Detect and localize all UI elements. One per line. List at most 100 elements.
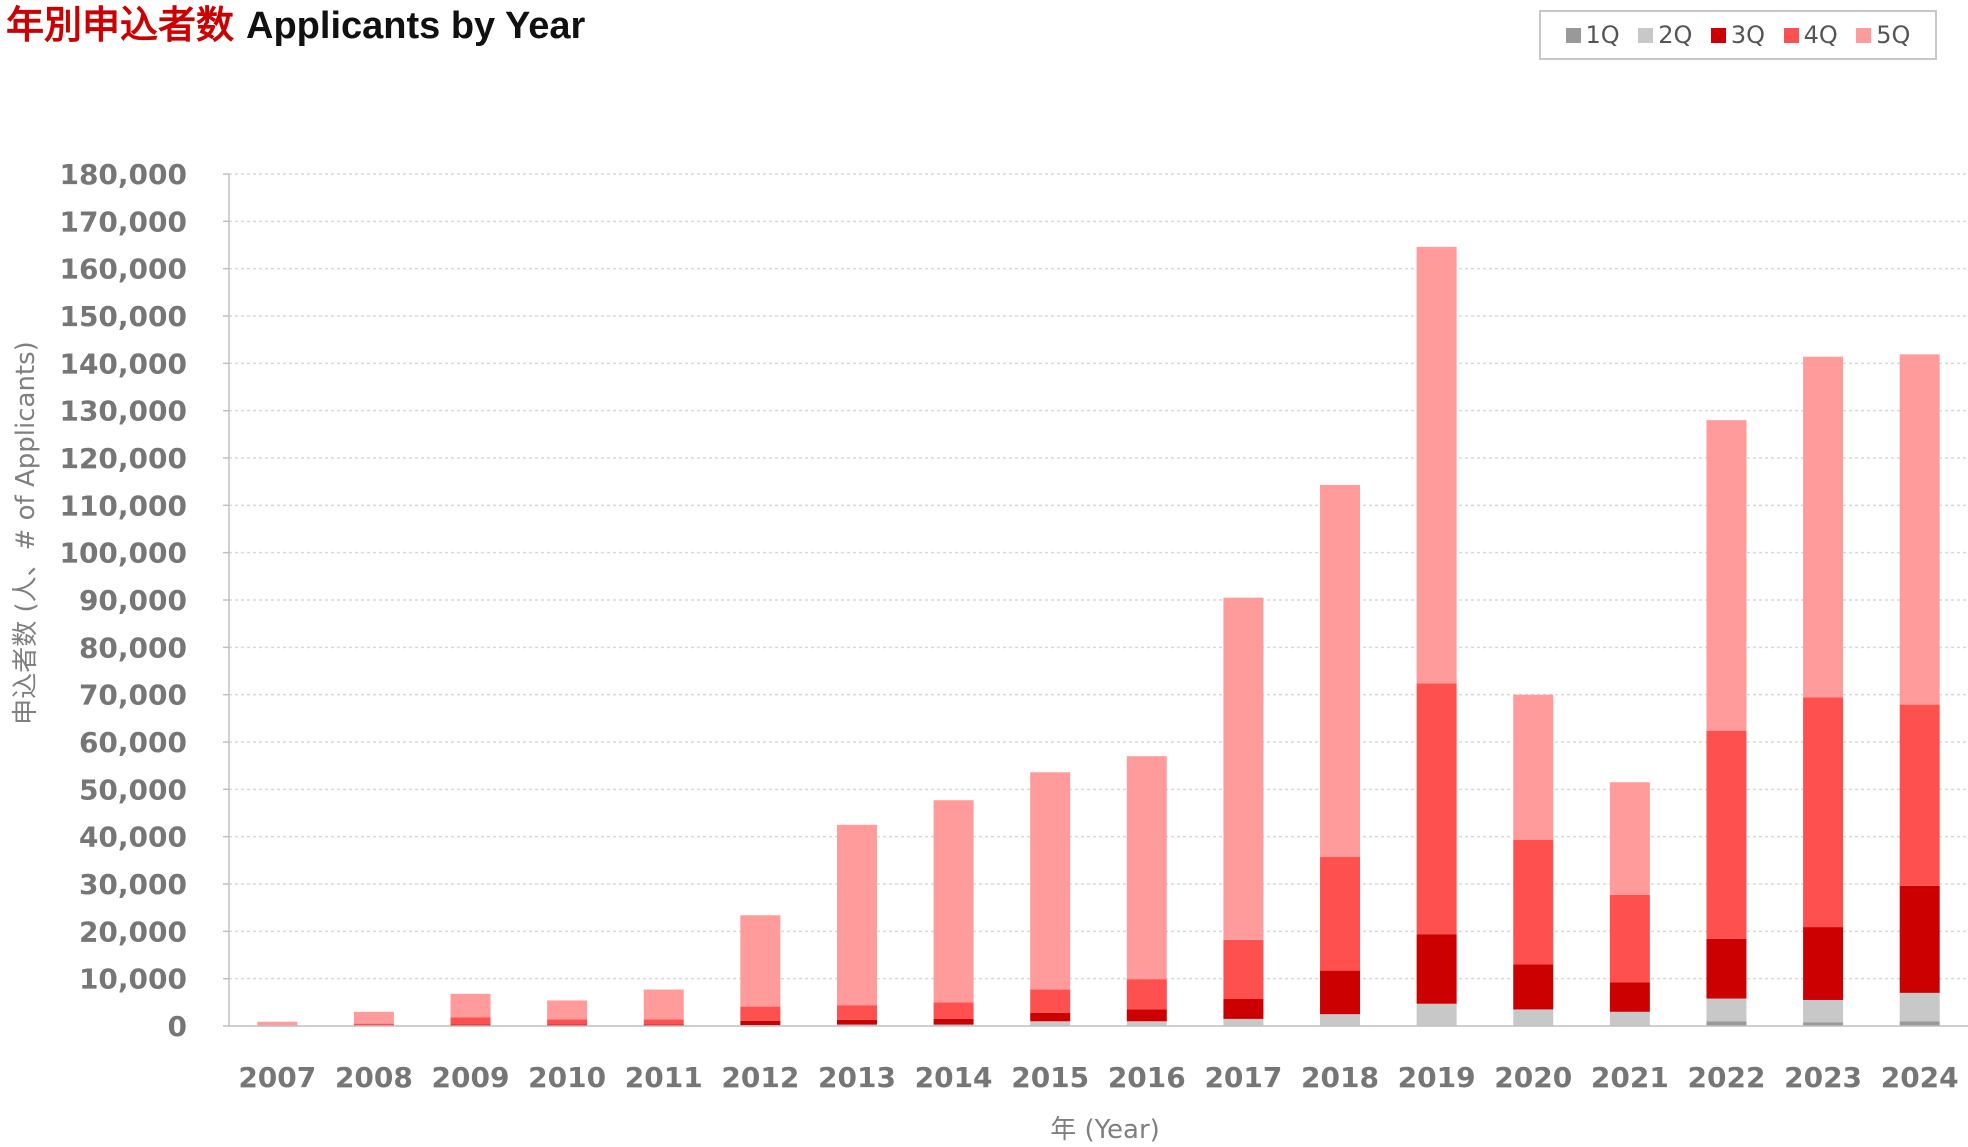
x-tick-label: 2024 (1881, 1061, 1959, 1094)
bar-segment-2Q (1030, 1021, 1071, 1026)
bar-segment-5Q (1320, 484, 1361, 858)
legend-item-4Q: 4Q (1783, 21, 1838, 49)
bar-segment-4Q (1803, 697, 1844, 928)
bar-segment-5Q (933, 800, 974, 1003)
y-tick-label: 150,000 (59, 300, 187, 333)
bar-segment-5Q (450, 993, 491, 1018)
bar-segment-3Q (740, 1020, 781, 1026)
bar-segment-4Q (1030, 989, 1071, 1013)
bar-segment-4Q (1320, 857, 1361, 971)
bar-segment-5Q (1899, 354, 1940, 705)
bar-stack-2008 (353, 1011, 394, 1026)
bar-segment-5Q (257, 1021, 298, 1026)
y-tick-label: 60,000 (79, 726, 187, 759)
chart-legend: 1Q 2Q 3Q 4Q 5Q (1539, 10, 1937, 60)
bar-segment-4Q (1899, 704, 1940, 886)
bar-segment-5Q (740, 915, 781, 1007)
bar-segment-4Q (836, 1005, 877, 1020)
y-tick-label: 170,000 (59, 205, 187, 238)
legend-item-3Q: 3Q (1710, 21, 1766, 49)
y-tick-label: 30,000 (79, 868, 187, 901)
bar-segment-4Q (450, 1017, 491, 1025)
x-tick-label: 2011 (625, 1061, 703, 1094)
x-tick-label: 2023 (1784, 1061, 1862, 1094)
bar-segment-4Q (1609, 894, 1650, 983)
legend-label: 4Q (1803, 21, 1838, 49)
bar-segment-3Q (1320, 970, 1361, 1015)
bar-segment-2Q (1609, 1011, 1650, 1026)
x-tick-label: 2012 (721, 1061, 799, 1094)
bar-segment-2Q (1899, 992, 1940, 1022)
bar-segment-5Q (353, 1011, 394, 1024)
y-tick-label: 130,000 (59, 395, 187, 428)
legend-item-1Q: 1Q (1565, 21, 1620, 49)
bar-segment-3Q (836, 1019, 877, 1025)
bar-segment-5Q (643, 989, 684, 1020)
bar-stack-2012 (740, 915, 781, 1026)
x-tick-label: 2013 (818, 1061, 896, 1094)
bar-segment-3Q (1513, 964, 1554, 1010)
bar-segment-5Q (1126, 756, 1167, 980)
bar-segment-3Q (1803, 927, 1844, 1000)
bar-segment-4Q (353, 1023, 394, 1026)
y-tick-label: 120,000 (59, 442, 187, 475)
bar-segment-3Q (1899, 885, 1940, 993)
x-tick-label: 2010 (528, 1061, 606, 1094)
y-tick-label: 90,000 (79, 584, 187, 617)
y-tick-label: 40,000 (79, 821, 187, 854)
legend-label: 3Q (1730, 21, 1766, 49)
x-tick-labels: 2007 2008 2009 2010 2011 2012 2013 2014 2015 2016… (238, 1061, 1958, 1094)
bar-segment-5Q (1706, 420, 1747, 731)
legend-label: 1Q (1585, 21, 1620, 49)
bar-stack-2014 (933, 800, 974, 1026)
chart-title: 年別申込者数 Applicants by Year (6, 0, 585, 49)
x-tick-label: 2020 (1494, 1061, 1572, 1094)
bar-segment-3Q (933, 1018, 974, 1025)
bar-stack-2010 (547, 1000, 588, 1026)
x-tick-label: 2022 (1688, 1061, 1766, 1094)
y-tick-label: 140,000 (59, 347, 187, 380)
bar-segment-3Q (1706, 938, 1747, 999)
bar-segment-2Q (1513, 1009, 1554, 1026)
x-tick-label: 2019 (1398, 1061, 1476, 1094)
bar-stack-2011 (643, 989, 684, 1026)
gridlines (223, 173, 1968, 1027)
x-tick-label: 2009 (432, 1061, 510, 1094)
x-tick-label: 2018 (1301, 1061, 1379, 1094)
legend-swatch (1856, 27, 1872, 43)
bar-stack-2017 (1223, 597, 1264, 1026)
bar-segment-4Q (1706, 730, 1747, 939)
legend-label: 2Q (1658, 21, 1693, 49)
bar-segment-2Q (1126, 1021, 1167, 1026)
bar-stack-2019 (1416, 246, 1457, 1026)
y-tick-label: 10,000 (79, 963, 187, 996)
bar-segment-4Q (643, 1019, 684, 1025)
bar-segment-1Q (1803, 1022, 1844, 1026)
bar-segment-4Q (1126, 979, 1167, 1010)
x-tick-label: 2014 (915, 1061, 993, 1094)
bar-stack-2015 (1030, 772, 1071, 1026)
bar-segment-3Q (1416, 934, 1457, 1004)
bar-segment-5Q (1513, 694, 1554, 840)
bar-segment-3Q (1030, 1012, 1071, 1022)
legend-swatch (1565, 27, 1581, 43)
y-tick-label: 110,000 (59, 489, 187, 522)
bar-stack-2009 (450, 993, 491, 1026)
y-tick-labels: 0 10,000 20,000 30,000 40,000 50,000 60,000 70,… (59, 158, 187, 1043)
bar-segment-3Q (1609, 982, 1650, 1012)
bar-segment-4Q (740, 1006, 781, 1021)
bar-segment-4Q (1223, 939, 1264, 1000)
bar-segment-5Q (1609, 782, 1650, 895)
legend-swatch (1783, 27, 1799, 43)
legend-item-2Q: 2Q (1638, 21, 1692, 49)
bar-segment-2Q (1706, 998, 1747, 1022)
bar-segment-2Q (1803, 999, 1844, 1023)
x-tick-label: 2021 (1591, 1061, 1669, 1094)
bar-stack-2021 (1609, 782, 1650, 1026)
x-tick-label: 2015 (1011, 1061, 1089, 1094)
chart-title-ja: 年別申込者数 (6, 3, 235, 47)
legend-swatch (1638, 27, 1654, 43)
x-tick-label: 2008 (335, 1061, 413, 1094)
bar-stack-2013 (836, 824, 877, 1026)
bar-stack-2020 (1513, 694, 1554, 1026)
